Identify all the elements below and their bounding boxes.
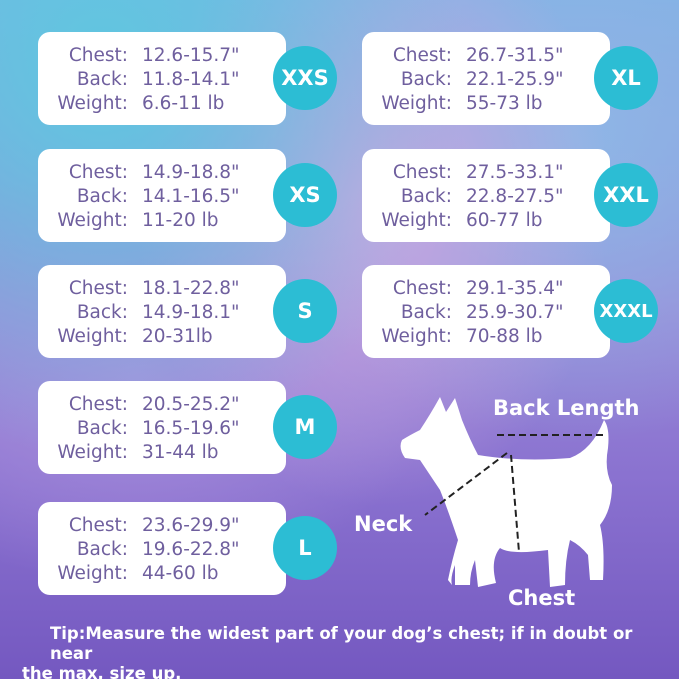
size-card-xxs: Chest: 12.6-15.7" Back: 11.8-14.1" Weight: 6.…	[38, 32, 286, 125]
chest-label: Chest:	[68, 394, 128, 415]
size-badge: XXXL	[594, 279, 658, 343]
chest-label: Chest:	[392, 162, 452, 183]
weight-label: Weight:	[57, 326, 128, 347]
weight-value: 31-44 lb	[142, 442, 219, 463]
weight-row: Weight: 55-73 lb	[362, 93, 610, 117]
back-row: Back: 11.8-14.1"	[38, 69, 286, 93]
back-value: 19.6-22.8"	[142, 539, 240, 560]
weight-row: Weight: 6.6-11 lb	[38, 93, 286, 117]
back-row: Back: 19.6-22.8"	[38, 539, 286, 563]
weight-value: 55-73 lb	[466, 93, 543, 114]
back-length-label: Back Length	[493, 396, 640, 420]
neck-label: Neck	[354, 512, 413, 536]
chest-value: 27.5-33.1"	[466, 162, 564, 183]
chest-row: Chest: 18.1-22.8"	[38, 278, 286, 302]
size-badge: XXL	[594, 163, 658, 227]
size-card-xs: Chest: 14.9-18.8" Back: 14.1-16.5" Weight: 11…	[38, 149, 286, 242]
back-value: 22.1-25.9"	[466, 69, 564, 90]
size-card-l: Chest: 23.6-29.9" Back: 19.6-22.8" Weight: 44…	[38, 502, 286, 595]
chest-value: 26.7-31.5"	[466, 45, 564, 66]
weight-value: 70-88 lb	[466, 326, 543, 347]
chest-label: Chest:	[392, 278, 452, 299]
chest-label: Chest:	[68, 515, 128, 536]
back-label: Back:	[76, 69, 128, 90]
weight-row: Weight: 60-77 lb	[362, 210, 610, 234]
chest-value: 23.6-29.9"	[142, 515, 240, 536]
tip-line-2: the max, size up.	[22, 664, 182, 679]
weight-label: Weight:	[381, 210, 452, 231]
back-value: 14.1-16.5"	[142, 186, 240, 207]
size-badge: S	[273, 279, 337, 343]
weight-label: Weight:	[57, 93, 128, 114]
back-label: Back:	[400, 302, 452, 323]
back-row: Back: 25.9-30.7"	[362, 302, 610, 326]
weight-row: Weight: 11-20 lb	[38, 210, 286, 234]
weight-row: Weight: 20-31lb	[38, 326, 286, 350]
back-row: Back: 22.8-27.5"	[362, 186, 610, 210]
back-label: Back:	[76, 186, 128, 207]
weight-label: Weight:	[381, 326, 452, 347]
back-row: Back: 14.9-18.1"	[38, 302, 286, 326]
chest-value: 20.5-25.2"	[142, 394, 240, 415]
chest-value: 14.9-18.8"	[142, 162, 240, 183]
size-badge: XS	[273, 163, 337, 227]
weight-value: 44-60 lb	[142, 563, 219, 584]
chest-label: Chest:	[68, 162, 128, 183]
chest-row: Chest: 23.6-29.9"	[38, 515, 286, 539]
back-row: Back: 14.1-16.5"	[38, 186, 286, 210]
chest-row: Chest: 29.1-35.4"	[362, 278, 610, 302]
tip-line-1: Tip:Measure the widest part of your dog’…	[50, 624, 633, 663]
chest-row: Chest: 26.7-31.5"	[362, 45, 610, 69]
back-value: 16.5-19.6"	[142, 418, 240, 439]
chest-row: Chest: 20.5-25.2"	[38, 394, 286, 418]
back-label: Back:	[400, 186, 452, 207]
back-value: 11.8-14.1"	[142, 69, 240, 90]
size-badge: XL	[594, 46, 658, 110]
size-badge: XXS	[273, 46, 337, 110]
size-card-xxl: Chest: 27.5-33.1" Back: 22.8-27.5" Weight: 60…	[362, 149, 610, 242]
chest-value: 12.6-15.7"	[142, 45, 240, 66]
back-label: Back:	[76, 539, 128, 560]
back-value: 25.9-30.7"	[466, 302, 564, 323]
back-value: 22.8-27.5"	[466, 186, 564, 207]
chest-row: Chest: 27.5-33.1"	[362, 162, 610, 186]
chest-value: 18.1-22.8"	[142, 278, 240, 299]
weight-value: 11-20 lb	[142, 210, 219, 231]
chest-row: Chest: 14.9-18.8"	[38, 162, 286, 186]
size-card-m: Chest: 20.5-25.2" Back: 16.5-19.6" Weight: 31…	[38, 381, 286, 474]
weight-label: Weight:	[57, 210, 128, 231]
chest-row: Chest: 12.6-15.7"	[38, 45, 286, 69]
chest-value: 29.1-35.4"	[466, 278, 564, 299]
weight-value: 20-31lb	[142, 326, 213, 347]
size-card-xxxl: Chest: 29.1-35.4" Back: 25.9-30.7" Weight: 70…	[362, 265, 610, 358]
weight-label: Weight:	[57, 442, 128, 463]
weight-row: Weight: 44-60 lb	[38, 563, 286, 587]
weight-value: 60-77 lb	[466, 210, 543, 231]
chest-label: Chest	[508, 586, 576, 610]
back-label: Back:	[76, 302, 128, 323]
weight-label: Weight:	[381, 93, 452, 114]
weight-label: Weight:	[57, 563, 128, 584]
size-card-s: Chest: 18.1-22.8" Back: 14.9-18.1" Weight: 20…	[38, 265, 286, 358]
back-label: Back:	[400, 69, 452, 90]
chest-label: Chest:	[68, 278, 128, 299]
back-value: 14.9-18.1"	[142, 302, 240, 323]
tip-text: Tip:Measure the widest part of your dog’…	[22, 624, 679, 679]
weight-value: 6.6-11 lb	[142, 93, 225, 114]
chest-label: Chest:	[68, 45, 128, 66]
weight-row: Weight: 70-88 lb	[362, 326, 610, 350]
size-badge: L	[273, 516, 337, 580]
size-badge: M	[273, 395, 337, 459]
weight-row: Weight: 31-44 lb	[38, 442, 286, 466]
chest-label: Chest:	[392, 45, 452, 66]
back-row: Back: 22.1-25.9"	[362, 69, 610, 93]
size-card-xl: Chest: 26.7-31.5" Back: 22.1-25.9" Weight: 55…	[362, 32, 610, 125]
back-label: Back:	[76, 418, 128, 439]
back-row: Back: 16.5-19.6"	[38, 418, 286, 442]
